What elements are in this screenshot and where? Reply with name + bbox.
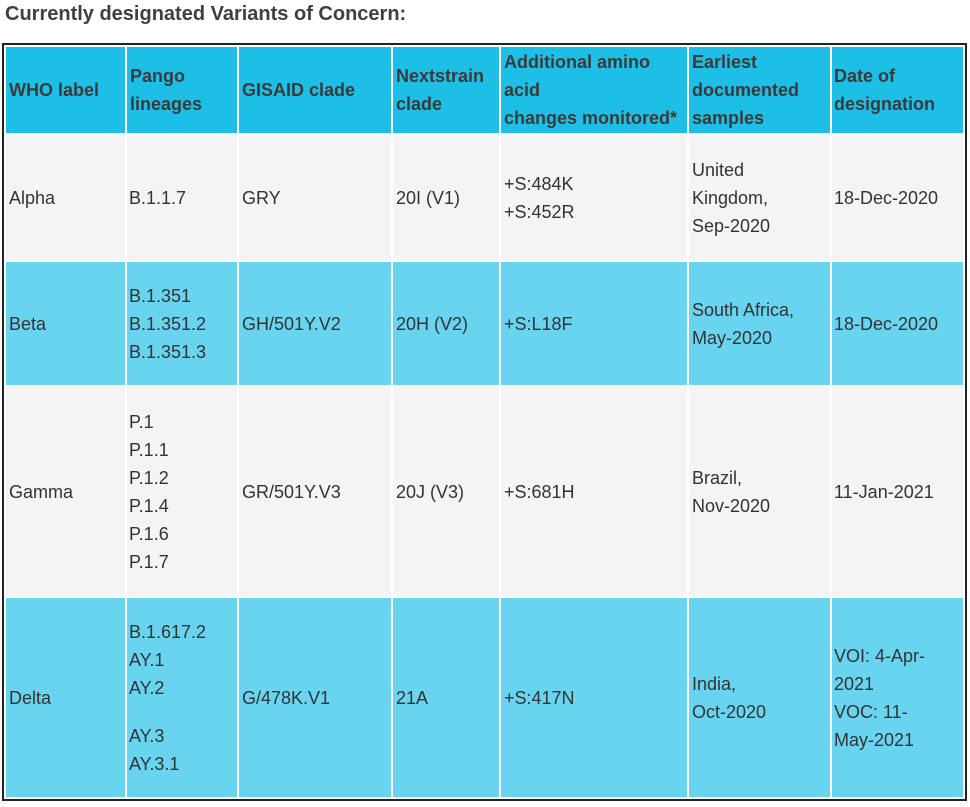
table-header-row: WHO label Pango lineages GISAID clade Ne…	[6, 47, 963, 133]
header-line: designation	[834, 94, 936, 114]
pango-lineage: AY.1	[129, 649, 165, 670]
sample-line: May-2020	[692, 327, 773, 348]
pango-lineage: P.1.1	[129, 439, 169, 460]
header-line: samples	[692, 108, 765, 128]
header-line: WHO label	[9, 80, 100, 100]
pango-lineage: P.1.4	[129, 495, 169, 516]
amino-change: +S:L18F	[504, 313, 573, 334]
header-gisaid-clade: GISAID clade	[239, 47, 391, 133]
cell-who-label: Alpha	[6, 135, 125, 261]
amino-change: +S:417N	[504, 687, 575, 708]
sample-line: Kingdom,	[692, 187, 769, 208]
header-date-of-designation: Date of designation	[832, 47, 963, 133]
sample-line: Brazil,	[692, 467, 743, 488]
pango-lineage: B.1.1.7	[129, 187, 187, 208]
amino-change: +S:452R	[504, 201, 575, 222]
header-line: Earliest	[692, 52, 758, 72]
cell-amino-acid-changes: +S:L18F	[501, 262, 687, 386]
table-row-beta: Beta B.1.351 B.1.351.2 B.1.351.3 GH/501Y…	[6, 262, 963, 386]
pango-lineage: AY.2	[129, 677, 165, 698]
header-line: acid	[504, 80, 541, 100]
table-row-alpha: Alpha B.1.1.7 GRY 20I (V1) +S:484K +S:45…	[6, 135, 963, 261]
header-who-label: WHO label	[6, 47, 125, 133]
header-earliest-samples: Earliest documented samples	[689, 47, 830, 133]
date-line: VOC: 11-	[834, 701, 908, 722]
variants-table-container: WHO label Pango lineages GISAID clade Ne…	[2, 43, 967, 801]
cell-pango-lineages: B.1.1.7	[127, 135, 237, 261]
cell-nextstrain-clade: 21A	[393, 598, 499, 797]
header-amino-acid-changes: Additional amino acid changes monitored*	[501, 47, 687, 133]
header-line: lineages	[130, 94, 203, 114]
cell-gisaid-clade: GR/501Y.V3	[239, 387, 391, 597]
pango-lineage: AY.3.1	[129, 753, 180, 774]
pango-lineage: P.1.6	[129, 523, 169, 544]
cell-date-of-designation: 11-Jan-2021	[832, 387, 963, 597]
date-line: 18-Dec-2020	[834, 187, 939, 208]
header-line: clade	[396, 94, 443, 114]
page-heading: Currently designated Variants of Concern…	[5, 3, 407, 25]
pango-lineage: P.1	[129, 411, 154, 432]
date-line: 18-Dec-2020	[834, 313, 939, 334]
pango-lineage: B.1.351	[129, 285, 192, 306]
cell-earliest-samples: South Africa, May-2020	[689, 262, 830, 386]
pango-lineage: B.1.351.2	[129, 313, 207, 334]
pango-lineage: B.1.617.2	[129, 621, 207, 642]
header-line: Date of	[834, 66, 896, 86]
cell-amino-acid-changes: +S:681H	[501, 387, 687, 597]
cell-earliest-samples: India, Oct-2020	[689, 598, 830, 797]
cell-gisaid-clade: GRY	[239, 135, 391, 261]
cell-gisaid-clade: GH/501Y.V2	[239, 262, 391, 386]
variants-of-concern-table: WHO label Pango lineages GISAID clade Ne…	[4, 45, 965, 799]
sample-line: India,	[692, 673, 737, 694]
header-line: Additional amino	[504, 52, 650, 72]
cell-pango-lineages: B.1.617.2 AY.1 AY.2 AY.3 AY.3.1	[127, 598, 237, 797]
cell-amino-acid-changes: +S:484K +S:452R	[501, 135, 687, 261]
header-line: GISAID clade	[242, 80, 356, 100]
cell-gisaid-clade: G/478K.V1	[239, 598, 391, 797]
header-pango-lineages: Pango lineages	[127, 47, 237, 133]
cell-date-of-designation: VOI: 4-Apr- 2021 VOC: 11- May-2021	[832, 598, 963, 797]
cell-nextstrain-clade: 20I (V1)	[393, 135, 499, 261]
date-line: 2021	[834, 673, 875, 694]
header-line: changes monitored*	[504, 108, 678, 128]
header-line: documented	[692, 80, 800, 100]
cell-pango-lineages: P.1 P.1.1 P.1.2 P.1.4 P.1.6 P.1.7	[127, 387, 237, 597]
amino-change: +S:484K	[504, 173, 574, 194]
header-line: Pango	[130, 66, 186, 86]
pango-lineage: P.1.2	[129, 467, 169, 488]
cell-nextstrain-clade: 20H (V2)	[393, 262, 499, 386]
pango-lineage: P.1.7	[129, 551, 169, 572]
cell-nextstrain-clade: 20J (V3)	[393, 387, 499, 597]
date-line: 11-Jan-2021	[834, 481, 934, 502]
cell-date-of-designation: 18-Dec-2020	[832, 262, 963, 386]
sample-line: Oct-2020	[692, 701, 767, 722]
sample-line: Sep-2020	[692, 215, 771, 236]
cell-who-label: Gamma	[6, 387, 125, 597]
date-line: VOI: 4-Apr-	[834, 645, 926, 666]
header-nextstrain-clade: Nextstrain clade	[393, 47, 499, 133]
header-line: Nextstrain	[396, 66, 485, 86]
sample-line: United	[692, 159, 745, 180]
line-gap	[129, 702, 237, 722]
cell-earliest-samples: United Kingdom, Sep-2020	[689, 135, 830, 261]
pango-lineage: AY.3	[129, 725, 165, 746]
cell-who-label: Beta	[6, 262, 125, 386]
cell-pango-lineages: B.1.351 B.1.351.2 B.1.351.3	[127, 262, 237, 386]
cell-who-label: Delta	[6, 598, 125, 797]
date-line: May-2021	[834, 729, 915, 750]
cell-amino-acid-changes: +S:417N	[501, 598, 687, 797]
sample-line: Nov-2020	[692, 495, 771, 516]
sample-line: South Africa,	[692, 299, 795, 320]
cell-earliest-samples: Brazil, Nov-2020	[689, 387, 830, 597]
cell-date-of-designation: 18-Dec-2020	[832, 135, 963, 261]
amino-change: +S:681H	[504, 481, 575, 502]
pango-lineage: B.1.351.3	[129, 341, 207, 362]
table-row-gamma: Gamma P.1 P.1.1 P.1.2 P.1.4 P.1.6 P.1.7 …	[6, 387, 963, 597]
table-row-delta: Delta B.1.617.2 AY.1 AY.2 AY.3 AY.3.1 G/…	[6, 598, 963, 797]
